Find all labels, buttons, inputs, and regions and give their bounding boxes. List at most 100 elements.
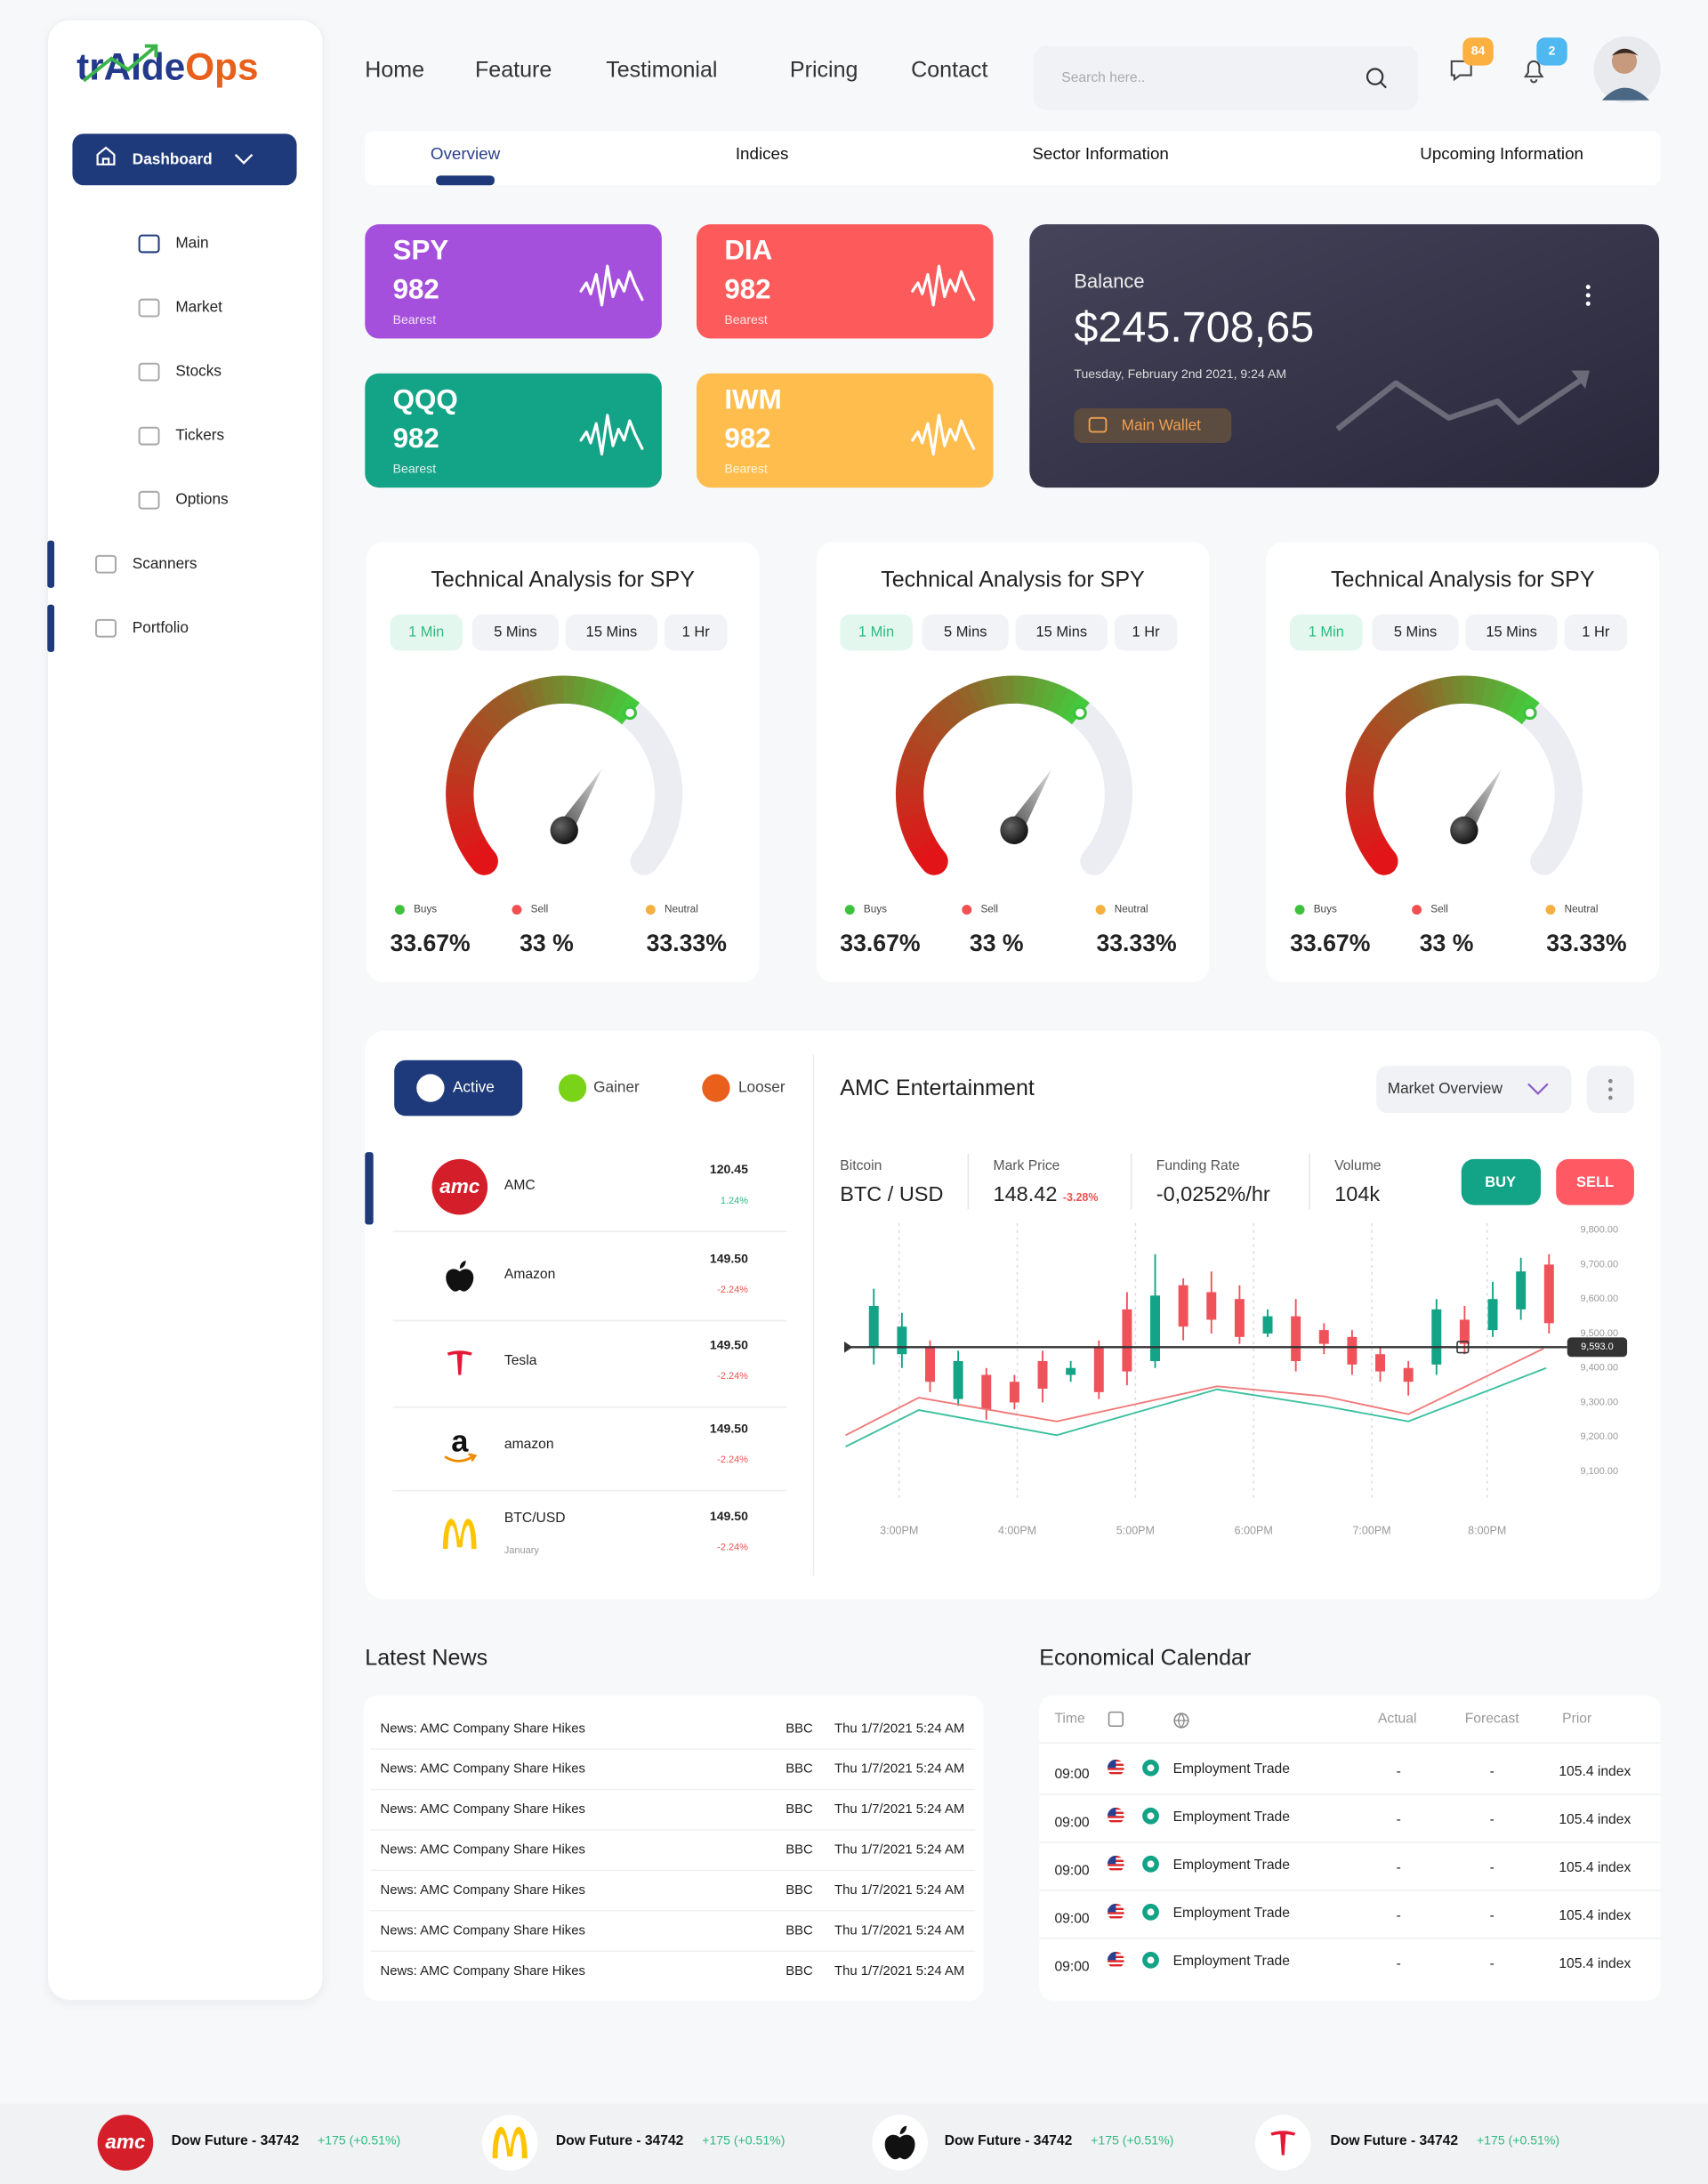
- gauge-segment: [909, 728, 939, 753]
- tab[interactable]: Indices: [736, 144, 789, 163]
- menu-item[interactable]: Main: [175, 234, 208, 252]
- news-row[interactable]: News: AMC Company Share Hikes BBC Thu 1/7/…: [370, 1923, 976, 1952]
- interval-button[interactable]: 5 Mins: [471, 614, 559, 651]
- news-row[interactable]: News: AMC Company Share Hikes BBC Thu 1/7/…: [381, 1964, 965, 1978]
- ticker-card[interactable]: IWM 982 Bearest: [697, 373, 994, 488]
- footer-item[interactable]: Dow Future - 34742 +175 (+0.51%): [1254, 2115, 1559, 2171]
- market-dropdown[interactable]: Market Overview: [1376, 1065, 1572, 1114]
- mover-tab[interactable]: Active: [394, 1060, 523, 1116]
- gauge-segment: [446, 770, 476, 786]
- news-row[interactable]: News: AMC Company Share Hikes BBC Thu 1/7/…: [370, 1802, 976, 1831]
- interval-button[interactable]: 15 Mins: [565, 614, 658, 651]
- mover-tab[interactable]: Gainer: [558, 1074, 640, 1102]
- sell-button[interactable]: SELL: [1556, 1158, 1634, 1205]
- interval-button[interactable]: 1 Min: [1290, 614, 1363, 651]
- nav-link[interactable]: Feature: [475, 57, 552, 82]
- gauge-segment: [922, 710, 951, 737]
- dashboard-button[interactable]: Dashboard: [72, 133, 297, 186]
- nav-link[interactable]: Pricing: [790, 57, 858, 82]
- menu-item[interactable]: Market: [175, 298, 222, 316]
- mover-row[interactable]: amc AMC 120.45 1.24%: [392, 1158, 787, 1233]
- gauge-segment: [589, 680, 610, 711]
- mover-row[interactable]: Tesla 149.50 -2.24%: [392, 1337, 787, 1408]
- ticker-card[interactable]: DIA 982 Bearest: [697, 224, 994, 339]
- button-label: 15 Mins: [1486, 624, 1537, 640]
- tab[interactable]: Overview: [431, 144, 501, 163]
- candle-body: [1066, 1367, 1076, 1375]
- calendar-row[interactable]: 09:00 Employment Trade - - 105.4 index: [1039, 1855, 1661, 1891]
- wallet-button[interactable]: Main Wallet: [1074, 407, 1232, 443]
- search-box[interactable]: Search here..: [1033, 45, 1419, 110]
- tesla-logo: [1270, 2131, 1296, 2156]
- calendar-row[interactable]: 09:00 Employment Trade - - 105.4 index: [1039, 1807, 1661, 1843]
- tab[interactable]: Sector Information: [1032, 144, 1168, 163]
- footer-item[interactable]: Dow Future - 34742 +175 (+0.51%): [481, 2115, 786, 2171]
- menu-item[interactable]: Stocks: [175, 362, 222, 380]
- event-actual: -: [1397, 1860, 1401, 1875]
- nav-link[interactable]: Home: [365, 57, 424, 82]
- gauge-segment: [895, 794, 924, 807]
- ticker-card[interactable]: QQQ 982 Bearest: [365, 373, 662, 488]
- news-row[interactable]: News: AMC Company Share Hikes BBC Thu 1/7/…: [370, 1883, 976, 1912]
- legend-label: Sell: [531, 904, 549, 915]
- interval-button[interactable]: 1 Min: [840, 614, 913, 651]
- avatar[interactable]: [1593, 36, 1661, 103]
- mover-row[interactable]: Amazon 149.50 -2.24%: [392, 1251, 787, 1322]
- gauge-segment: [1397, 689, 1422, 720]
- interval-button[interactable]: 5 Mins: [922, 614, 1009, 651]
- menu-item[interactable]: Scanners: [133, 554, 197, 572]
- ticker-symbol: QQQ: [393, 383, 458, 415]
- tesla-mark: [1270, 2131, 1296, 2156]
- badge: [1462, 37, 1494, 66]
- tab-dot: [702, 1074, 730, 1102]
- interval-button[interactable]: 1 Hr: [1114, 614, 1178, 651]
- buy-button[interactable]: BUY: [1461, 1158, 1541, 1205]
- gauge-segment: [947, 689, 972, 720]
- interval-button[interactable]: 1 Min: [390, 614, 463, 651]
- news-row[interactable]: News: AMC Company Share Hikes BBC Thu 1/7/…: [370, 1762, 976, 1791]
- candle-body: [925, 1347, 935, 1382]
- button-label: Dashboard: [133, 150, 213, 168]
- interval-button[interactable]: 1 Hr: [664, 614, 728, 651]
- mover-row[interactable]: BTC/USD January 149.50 -2.24%: [442, 1509, 748, 1556]
- sparkline: [911, 414, 976, 456]
- gauge-segment: [471, 710, 501, 737]
- button-label: 1 Min: [408, 624, 444, 640]
- interval-button[interactable]: 1 Hr: [1564, 614, 1628, 651]
- news-source: BBC: [786, 1802, 813, 1817]
- mover-tab[interactable]: Looser: [702, 1074, 786, 1102]
- legend-dot: [844, 905, 855, 915]
- calendar-row[interactable]: 09:00 Employment Trade - - 105.4 index: [1054, 1951, 1631, 1974]
- gauge-segment: [1439, 676, 1456, 705]
- interval-button[interactable]: 5 Mins: [1372, 614, 1459, 651]
- card-bg: [816, 542, 1210, 983]
- section-icon: [95, 554, 117, 574]
- menu-item[interactable]: Tickers: [175, 426, 224, 444]
- nav-link[interactable]: Testimonial: [606, 57, 717, 82]
- calendar-row[interactable]: 09:00 Employment Trade - - 105.4 index: [1039, 1903, 1661, 1939]
- flag-canton: [1107, 1951, 1116, 1961]
- news-row[interactable]: News: AMC Company Share Hikes BBC Thu 1/7/…: [370, 1721, 976, 1750]
- interval-button[interactable]: 15 Mins: [1015, 614, 1108, 651]
- tab[interactable]: Upcoming Information: [1420, 144, 1583, 163]
- footer-item[interactable]: Dow Future - 34742 +175 (+0.51%): [872, 2115, 1173, 2171]
- event-name: Employment Trade: [1173, 1858, 1291, 1873]
- section-title: Economical Calendar: [1039, 1646, 1251, 1671]
- y-tick-label: 9,200.00: [1580, 1431, 1618, 1442]
- news-row[interactable]: News: AMC Company Share Hikes BBC Thu 1/7/…: [370, 1843, 976, 1872]
- menu-item[interactable]: Options: [175, 490, 228, 508]
- stat-label: Volume: [1334, 1158, 1382, 1173]
- button-label: 1 Hr: [1132, 624, 1161, 640]
- footer-item[interactable]: amc Dow Future - 34742 +175 (+0.51%): [97, 2115, 401, 2171]
- nav-link[interactable]: Contact: [911, 57, 987, 82]
- mcd-mark: [492, 2126, 528, 2159]
- active-indicator: [47, 604, 55, 652]
- ticker-card[interactable]: SPY 982 Bearest: [365, 224, 662, 339]
- mover-row[interactable]: a amazon 149.50 -2.24%: [392, 1421, 787, 1492]
- menu-item[interactable]: Portfolio: [133, 618, 189, 636]
- more-button[interactable]: [1586, 1065, 1634, 1114]
- calendar-row[interactable]: 09:00 Employment Trade - - 105.4 index: [1039, 1759, 1661, 1795]
- mover-price: 149.50: [710, 1251, 748, 1265]
- gauge-segment: [1056, 689, 1081, 720]
- interval-button[interactable]: 15 Mins: [1465, 614, 1558, 651]
